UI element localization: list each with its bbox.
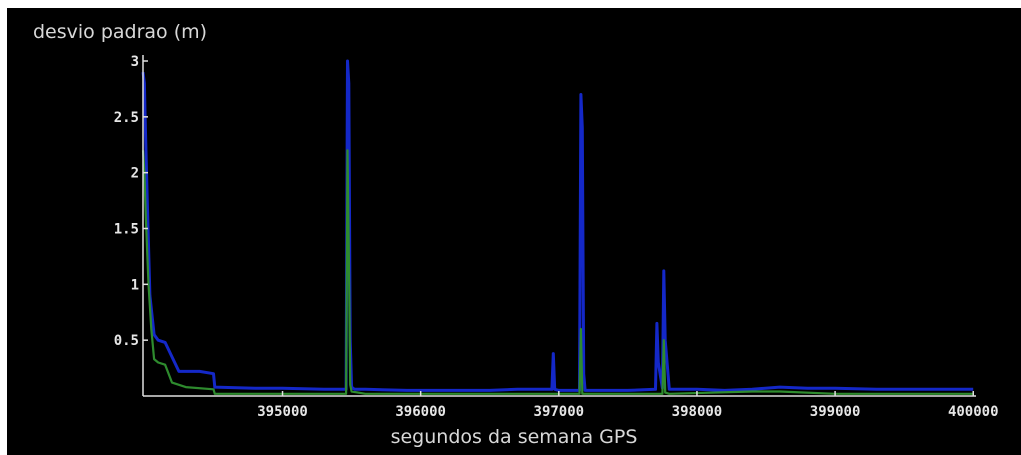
- x-tick-label: 396000: [395, 404, 446, 420]
- y-tick-label: 0.5: [114, 333, 139, 349]
- y-axis-label: desvio padrao (m): [33, 21, 208, 43]
- y-tick-label: 1: [131, 277, 139, 293]
- series-line-2: [141, 149, 974, 395]
- y-tick-label: 3: [131, 54, 139, 70]
- x-tick-label: 400000: [948, 404, 999, 420]
- series-layer: [141, 59, 974, 395]
- y-tick-label: 2.5: [114, 110, 139, 126]
- y-tick-label: 2: [131, 166, 139, 182]
- x-tick-label: 397000: [534, 404, 585, 420]
- axes-layer: 0.5 1 1.5 2 2.5 3 395000 396000 397000 398000 3990…: [114, 54, 999, 420]
- chart-plot: 0.5 1 1.5 2 2.5 3 395000 396000 397000 398000 3990…: [114, 54, 999, 420]
- x-tick-label: 399000: [810, 404, 861, 420]
- series-line-1: [141, 59, 974, 392]
- x-tick-label: 398000: [672, 404, 723, 420]
- y-tick-label: 1.5: [114, 222, 139, 238]
- chart-frame: desvio padrao (m) 0.5 1 1.5 2 2.5 3 395000 3960…: [7, 8, 1021, 455]
- x-tick-label: 395000: [257, 404, 308, 420]
- x-axis-label: segundos da semana GPS: [390, 426, 638, 448]
